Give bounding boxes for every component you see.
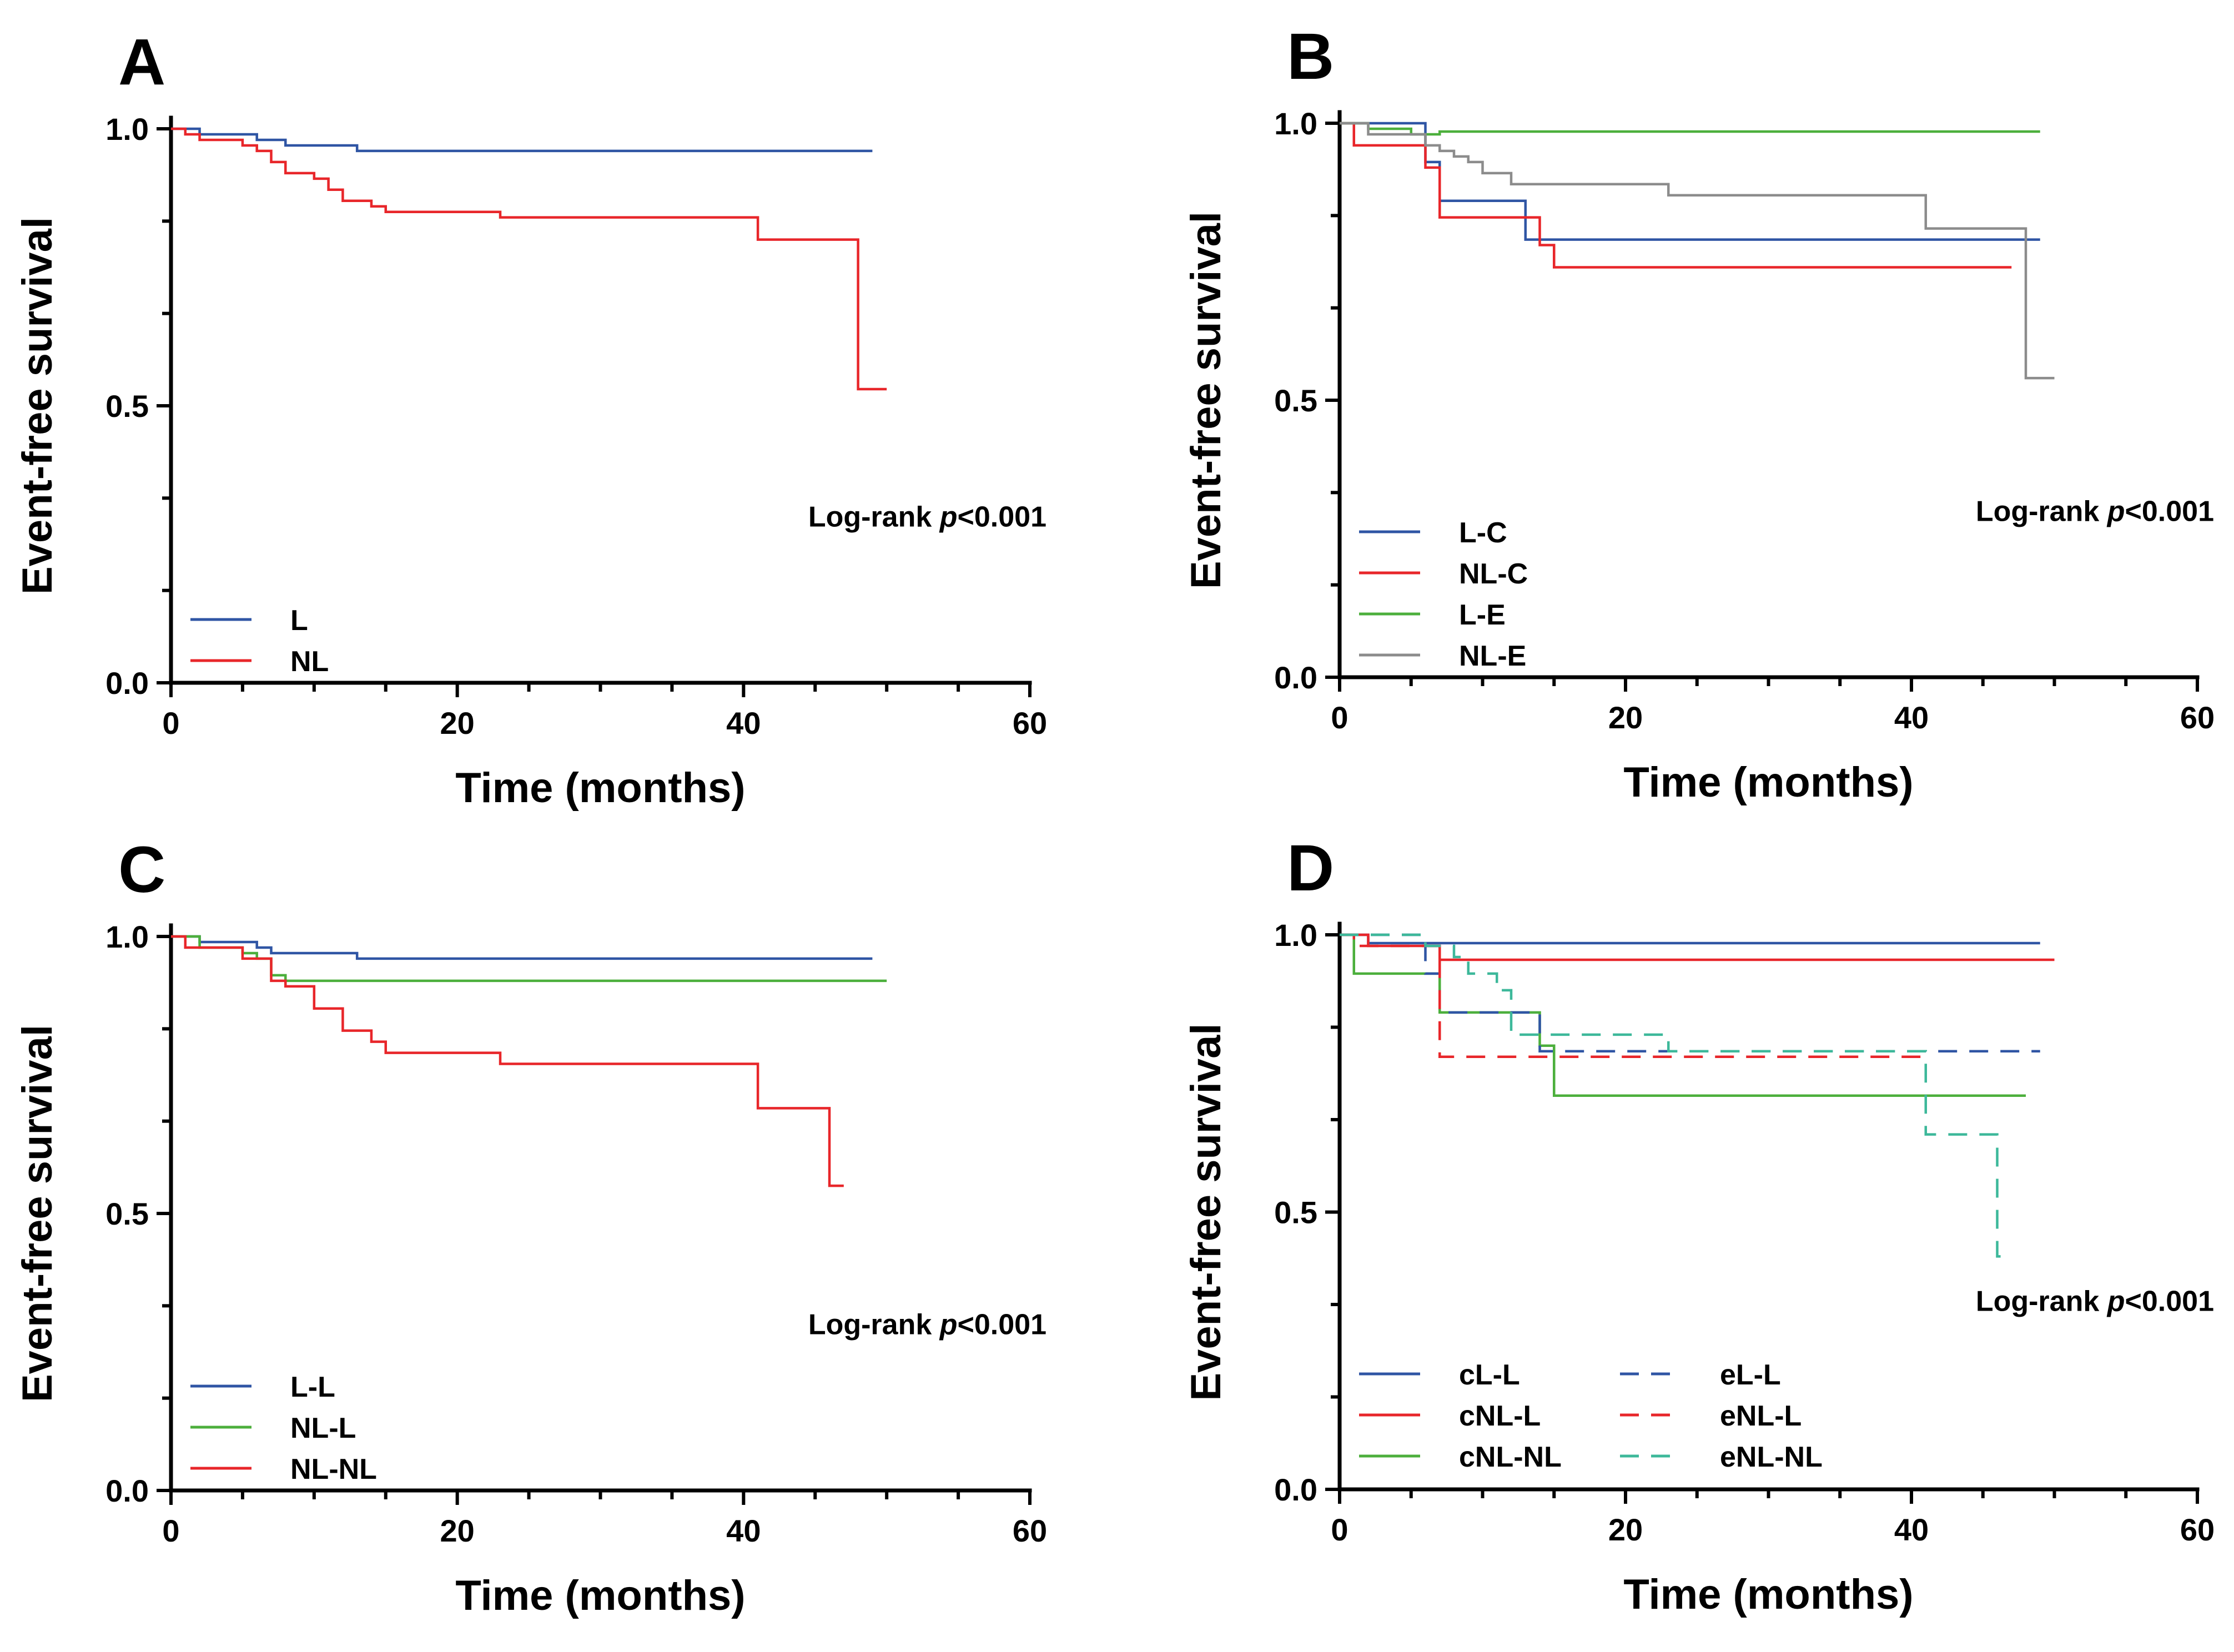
panel-d: D 0 20 40 60 0.0 0.5 1.0 Time (months) Event-free…: [1183, 832, 2215, 1618]
series-line-L-L: [171, 935, 873, 960]
series-line-NL-C: [1340, 122, 2012, 269]
legend-label-NL-E: NL-E: [1459, 640, 1526, 672]
annotation-suffix: <0.001: [958, 1309, 1047, 1341]
legend-label-NL-L: NL-L: [290, 1412, 356, 1444]
x-tick-label: 40: [726, 1513, 761, 1548]
annotation-suffix: <0.001: [2125, 496, 2215, 528]
series-line-L-C: [1340, 122, 2040, 241]
y-tick-label: 0.0: [105, 666, 149, 701]
series-line-NL-NL: [171, 935, 844, 1187]
series-line-L: [171, 127, 873, 153]
panel-a: A 0 20 40 60 0.0 0.5 1.0 Time (months) Event-free…: [14, 26, 1047, 812]
series-line-eNL-L: [1340, 933, 1926, 1059]
series-line-cNL-L: [1340, 933, 2055, 961]
x-axis-title: Time (months): [455, 764, 745, 812]
y-tick-label: 1.0: [105, 919, 149, 954]
series-line-L-E: [1340, 122, 2040, 136]
y-tick-label: 0.5: [105, 389, 149, 424]
legend-label-L-E: L-E: [1459, 599, 1506, 631]
annotation-prefix: Log-rank: [1976, 496, 2107, 528]
x-tick-label: 60: [1013, 706, 1047, 741]
x-tick-label: 40: [1894, 700, 1929, 735]
y-tick-label: 0.0: [105, 1473, 149, 1508]
x-tick-label: 60: [1013, 1513, 1047, 1548]
x-axis-title: Time (months): [1623, 1571, 1913, 1618]
y-axis-title: Event-free survival: [1183, 211, 1230, 589]
y-tick-label: 1.0: [1274, 918, 1317, 953]
series-line-eL-L: [1340, 933, 2040, 1053]
x-tick-label: 40: [1894, 1512, 1929, 1547]
annotation-p: p: [939, 501, 958, 533]
legend-label-eL-L: eL-L: [1720, 1359, 1781, 1391]
y-tick-label: 1.0: [1274, 106, 1317, 141]
x-tick-label: 60: [2180, 1512, 2215, 1547]
x-tick-label: 20: [1608, 700, 1643, 735]
y-tick-label: 0.5: [1274, 1195, 1317, 1230]
legend-label-cNL-NL: cNL-NL: [1459, 1441, 1562, 1473]
legend-label-NL: NL: [290, 646, 329, 678]
x-axis-title: Time (months): [455, 1572, 745, 1619]
panel-letter: B: [1287, 20, 1334, 93]
panel-letter: D: [1287, 832, 1334, 905]
x-tick-label: 40: [726, 706, 761, 741]
x-tick-label: 0: [162, 1513, 179, 1548]
panel-letter: C: [118, 833, 165, 906]
annotation-suffix: <0.001: [958, 501, 1047, 533]
legend-label-eNL-NL: eNL-NL: [1720, 1441, 1823, 1473]
annotation-p: p: [2106, 1285, 2125, 1317]
y-axis-title: Event-free survival: [14, 1025, 61, 1402]
legend-label-L-L: L-L: [290, 1371, 335, 1403]
x-tick-label: 20: [440, 706, 475, 741]
log-rank-annotation: Log-rank p<0.001: [1976, 1285, 2214, 1317]
y-tick-label: 0.0: [1274, 660, 1317, 695]
series-line-NL-E: [1340, 122, 2055, 380]
legend-label-NL-NL: NL-NL: [290, 1453, 377, 1485]
series-line-eNL-NL: [1340, 933, 2012, 1258]
legend-label-L: L: [290, 605, 308, 637]
annotation-prefix: Log-rank: [808, 501, 940, 533]
y-tick-label: 0.5: [105, 1196, 149, 1231]
x-tick-label: 0: [1331, 700, 1348, 735]
x-tick-label: 0: [1331, 1512, 1348, 1547]
annotation-p: p: [2106, 496, 2125, 528]
panel-b: B 0 20 40 60 0.0 0.5 1.0 Time (months) Event-free…: [1183, 20, 2215, 806]
series-line-NL: [171, 127, 887, 391]
legend-label-cL-L: cL-L: [1459, 1359, 1520, 1391]
legend-label-L-C: L-C: [1459, 517, 1507, 549]
series-line-NL-L: [171, 935, 887, 983]
legend-label-cNL-L: cNL-L: [1459, 1400, 1541, 1432]
legend-label-eNL-L: eNL-L: [1720, 1400, 1802, 1432]
x-tick-label: 60: [2180, 700, 2215, 735]
y-tick-label: 1.0: [105, 112, 149, 147]
x-tick-label: 20: [440, 1513, 475, 1548]
annotation-prefix: Log-rank: [1976, 1285, 2107, 1317]
annotation-prefix: Log-rank: [808, 1309, 940, 1341]
legend-label-NL-C: NL-C: [1459, 558, 1528, 590]
annotation-suffix: <0.001: [2125, 1285, 2215, 1317]
series-line-cL-L: [1340, 933, 2040, 945]
log-rank-annotation: Log-rank p<0.001: [808, 501, 1046, 533]
annotation-p: p: [939, 1309, 958, 1341]
panel-letter: A: [118, 26, 165, 99]
y-axis-title: Event-free survival: [14, 217, 61, 595]
y-tick-label: 0.5: [1274, 383, 1317, 418]
log-rank-annotation: Log-rank p<0.001: [808, 1309, 1046, 1341]
x-axis-title: Time (months): [1623, 759, 1913, 806]
y-axis-title: Event-free survival: [1183, 1023, 1230, 1401]
panel-c: C 0 20 40 60 0.0 0.5 1.0 Time (months) Event-free…: [14, 833, 1047, 1619]
x-tick-label: 20: [1608, 1512, 1643, 1547]
log-rank-annotation: Log-rank p<0.001: [1976, 496, 2214, 528]
y-tick-label: 0.0: [1274, 1472, 1317, 1507]
x-tick-label: 0: [162, 706, 179, 741]
